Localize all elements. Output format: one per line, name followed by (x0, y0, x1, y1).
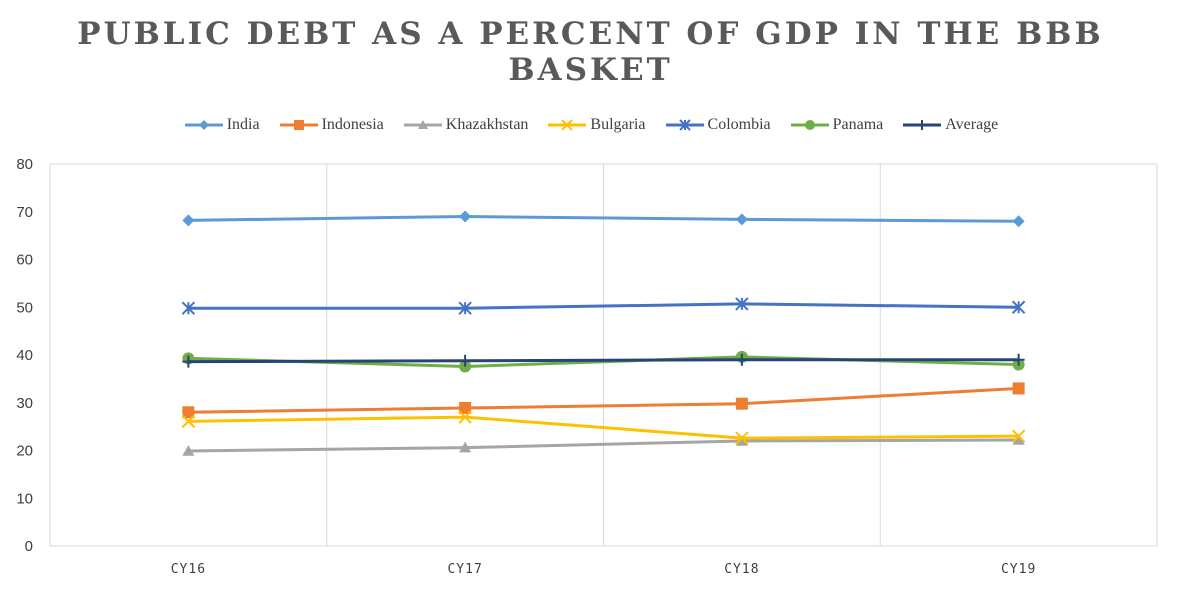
y-tick-label: 30 (16, 395, 33, 412)
y-tick-label: 80 (16, 156, 33, 173)
data-point-average (182, 355, 195, 368)
legend-label: Khazakhstan (445, 116, 529, 133)
x-tick-label: CY16 (171, 562, 206, 577)
data-point-colombia (458, 301, 472, 315)
series-line-khazakhstan (188, 438, 1019, 453)
y-tick-label: 20 (16, 443, 33, 460)
data-point-average (735, 353, 748, 366)
series-line-bulgaria (188, 415, 1019, 440)
legend-swatch (403, 120, 442, 129)
series-bulgaria (181, 410, 1026, 445)
legend-entry-panama: Panama (789, 116, 884, 134)
data-point-indonesia (459, 402, 472, 415)
legend-swatch (790, 120, 829, 130)
y-tick-label: 0 (25, 538, 33, 555)
legend-swatch (665, 119, 704, 131)
data-point-khazakhstan (459, 441, 472, 453)
legend-swatch (184, 120, 223, 130)
series-line-india (188, 215, 1019, 223)
x-tick-label: CY17 (447, 562, 482, 577)
series-khazakhstan (182, 433, 1025, 456)
legend-label: Panama (832, 116, 884, 133)
y-tick-label: 40 (16, 347, 33, 364)
legend-entry-bulgaria: Bulgaria (546, 116, 646, 134)
legend-marker (198, 120, 209, 130)
series-line-average (188, 358, 1019, 364)
legend-marker (417, 120, 428, 129)
y-tick-label: 70 (16, 204, 33, 221)
data-point-india (182, 214, 195, 227)
data-point-indonesia (182, 406, 195, 419)
data-point-india (1012, 215, 1025, 228)
series-average (182, 353, 1025, 368)
legend-label: Indonesia (321, 116, 384, 133)
legend-label: Average (945, 116, 999, 133)
data-point-colombia (1011, 300, 1026, 314)
series-line-colombia (188, 302, 1019, 310)
legend: India Indonesia Khazakhstan Bulgaria Colombi… (0, 113, 1181, 137)
x-tick-label: CY18 (724, 562, 759, 577)
data-point-khazakhstan (735, 434, 748, 446)
legend-label: Bulgaria (590, 116, 646, 133)
data-point-india (735, 213, 748, 226)
series-colombia (181, 297, 1026, 315)
legend-marker (678, 119, 691, 131)
data-point-colombia (735, 297, 749, 311)
legend-marker (293, 120, 304, 130)
y-tick-label: 50 (16, 299, 33, 316)
legend-swatch (903, 120, 942, 130)
x-tick-label: CY19 (1001, 562, 1036, 577)
legend-label: India (226, 116, 260, 133)
y-tick-label: 10 (16, 490, 33, 507)
data-point-average (1012, 353, 1025, 366)
data-point-bulgaria (458, 410, 472, 424)
legend-entry-average: Average (901, 116, 998, 134)
data-point-bulgaria (735, 431, 749, 445)
series-line-indonesia (188, 386, 1019, 414)
data-point-khazakhstan (1012, 433, 1025, 445)
data-point-colombia (181, 301, 196, 315)
chart-title: PUBLIC DEBT AS A PERCENT OF GDP IN THE B… (77, 16, 1104, 88)
legend-entry-colombia: Colombia (664, 116, 771, 134)
data-point-khazakhstan (182, 444, 195, 456)
legend-swatch (548, 119, 587, 131)
data-point-average (459, 354, 472, 367)
legend-marker (917, 120, 928, 130)
data-point-indonesia (735, 397, 748, 410)
series-indonesia (182, 382, 1025, 419)
legend-label: Colombia (707, 116, 771, 133)
legend-swatch (279, 120, 318, 130)
legend-marker (804, 120, 815, 130)
legend-entry-khazakhstan: Khazakhstan (402, 116, 529, 134)
legend-entry-india: India (183, 116, 260, 134)
legend-marker (561, 119, 574, 131)
data-point-bulgaria (1011, 429, 1026, 443)
data-point-india (459, 210, 472, 223)
legend-entry-indonesia: Indonesia (278, 116, 384, 134)
data-point-indonesia (1012, 382, 1025, 395)
data-point-bulgaria (181, 414, 196, 429)
y-tick-label: 60 (16, 252, 33, 269)
series-india (182, 210, 1025, 228)
